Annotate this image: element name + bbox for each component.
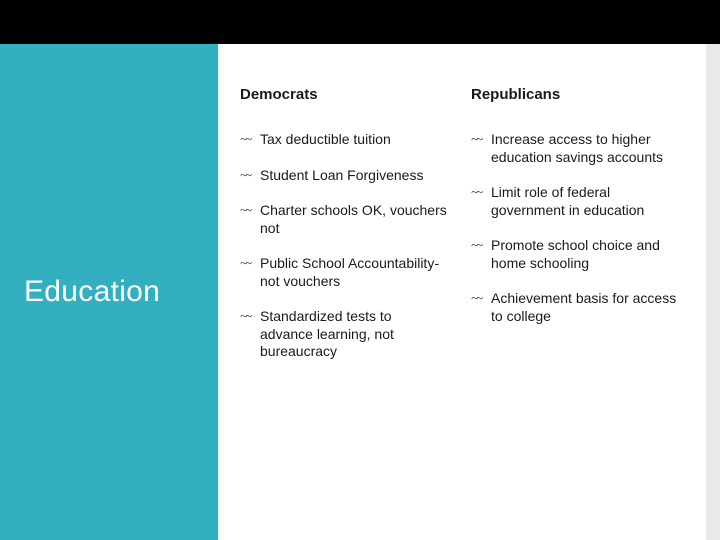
list-item: ~~ Public School Accountability- not vou…	[240, 255, 447, 290]
list-item-text: Promote school choice and home schooling	[491, 237, 660, 271]
list-item: ~~ Limit role of federal government in e…	[471, 184, 678, 219]
right-edge-strip	[706, 44, 720, 540]
tilde-bullet-icon: ~~	[240, 167, 256, 183]
list-item-text: Charter schools OK, vouchers not	[260, 202, 447, 236]
list-item: ~~ Tax deductible tuition	[240, 131, 447, 149]
column-header-democrats: Democrats	[240, 86, 447, 103]
list-item: ~~ Standardized tests to advance learnin…	[240, 308, 447, 361]
column-democrats: Democrats ~~ Tax deductible tuition ~~ S…	[240, 86, 447, 520]
top-bar	[0, 0, 720, 44]
tilde-bullet-icon: ~~	[240, 202, 256, 218]
tilde-bullet-icon: ~~	[240, 255, 256, 271]
list-item-text: Tax deductible tuition	[260, 131, 391, 147]
slide-title: Education	[24, 275, 160, 309]
tilde-bullet-icon: ~~	[471, 290, 487, 306]
list-item: ~~ Promote school choice and home school…	[471, 237, 678, 272]
list-item: ~~ Student Loan Forgiveness	[240, 167, 447, 185]
tilde-bullet-icon: ~~	[471, 184, 487, 200]
column-republicans: Republicans ~~ Increase access to higher…	[471, 86, 678, 520]
content-area: Democrats ~~ Tax deductible tuition ~~ S…	[218, 44, 706, 540]
list-item-text: Public School Accountability- not vouche…	[260, 255, 439, 289]
column-header-republicans: Republicans	[471, 86, 678, 103]
side-panel: Education	[0, 44, 218, 540]
list-item-text: Student Loan Forgiveness	[260, 167, 423, 183]
democrats-list: ~~ Tax deductible tuition ~~ Student Loa…	[240, 131, 447, 361]
list-item: ~~ Achievement basis for access to colle…	[471, 290, 678, 325]
list-item: ~~ Charter schools OK, vouchers not	[240, 202, 447, 237]
list-item: ~~ Increase access to higher education s…	[471, 131, 678, 166]
tilde-bullet-icon: ~~	[471, 237, 487, 253]
list-item-text: Achievement basis for access to college	[491, 290, 676, 324]
tilde-bullet-icon: ~~	[240, 131, 256, 147]
list-item-text: Increase access to higher education savi…	[491, 131, 663, 165]
republicans-list: ~~ Increase access to higher education s…	[471, 131, 678, 325]
tilde-bullet-icon: ~~	[240, 308, 256, 324]
tilde-bullet-icon: ~~	[471, 131, 487, 147]
list-item-text: Standardized tests to advance learning, …	[260, 308, 394, 359]
list-item-text: Limit role of federal government in educ…	[491, 184, 644, 218]
